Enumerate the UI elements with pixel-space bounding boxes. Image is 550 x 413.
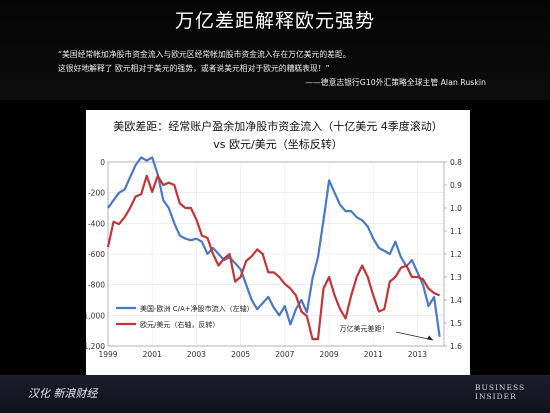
x-tick-label: 2013 [408,350,427,359]
x-tick-label: 1999 [98,350,117,359]
y-right-tick-label: 1.0 [450,204,462,213]
credit-text: 汉化 新浪财经 [28,387,98,400]
y-left-tick-label: -400 [88,219,105,228]
chart-subtitle: vs 欧元/美元（坐标反转） [213,137,342,151]
x-tick-label: 2001 [143,350,162,359]
y-left-tick-label: -600 [88,250,105,259]
series-line-gap [107,156,441,337]
page-title: 万亿差距解释欧元强势 [174,10,375,32]
annotation-arrowhead [427,335,433,340]
y-right-tick-label: 0.9 [450,181,462,190]
x-tick-label: 2011 [364,350,383,359]
y-right-tick-label: 1.4 [450,296,462,305]
brand-logo: BUSINESS INSIDER [475,383,545,401]
legend-label: 美国-欧洲 C/A+净股市流入（左轴） [140,304,254,313]
brand-line-1: BUSINESS [475,383,526,392]
y-left-tick-label: -1,200 [86,342,105,351]
y-left-tick-label: 0 [100,158,105,167]
x-tick-label: 2009 [320,350,339,359]
footer-band [0,375,550,413]
x-tick-label: 2007 [275,350,294,359]
y-right-tick-label: 1.2 [450,250,462,259]
quote-line-1: “美国经常帐加净股市资金流入与欧元区经常帐加股市资金流入存在万亿美元的差距。 [58,50,351,59]
brand-line-2: INSIDER [475,392,517,401]
legend-label: 欧元/美元（右轴，反转） [140,320,219,329]
chart-svg: 美欧差距：经常账户盈余加净股市资金流入（十亿美元 4季度滚动） vs 欧元/美元（… [86,119,462,359]
quote-line-2: 这很好地解释了 欧元相对于美元的强势，或者说美元相对于欧元的糟糕表现！” [58,64,330,73]
y-left-tick-label: -200 [88,189,105,198]
y-left-tick-label: -1,000 [86,311,105,320]
annotation-text: 万亿美元差距！ [340,324,389,333]
annotation-arrow [395,331,434,341]
y-right-tick-label: 1.5 [450,319,462,328]
quote-block: “美国经常帐加净股市资金流入与欧元区经常帐加股市资金流入存在万亿美元的差距。 这… [58,48,498,90]
header-band [0,0,550,100]
chart-title: 美欧差距：经常账户盈余加净股市资金流入（十亿美元 4季度滚动） [113,119,443,133]
series-line-eurusd [106,174,441,341]
plot-frame [107,161,445,347]
quote-attribution: ——德意志银行G10外汇策略全球主管 Alan Ruskin [305,78,486,87]
y-right-tick-label: 1.3 [450,273,462,282]
y-right-tick-label: 1.6 [450,342,462,351]
y-right-tick-label: 1.1 [450,227,462,236]
y-left-tick-label: -800 [88,281,105,290]
y-right-tick-label: 0.8 [450,158,462,167]
x-tick-label: 2003 [187,350,206,359]
chart-panel: 美欧差距：经常账户盈余加净股市资金流入（十亿美元 4季度滚动） vs 欧元/美元（… [86,110,470,375]
x-tick-label: 2005 [231,350,250,359]
